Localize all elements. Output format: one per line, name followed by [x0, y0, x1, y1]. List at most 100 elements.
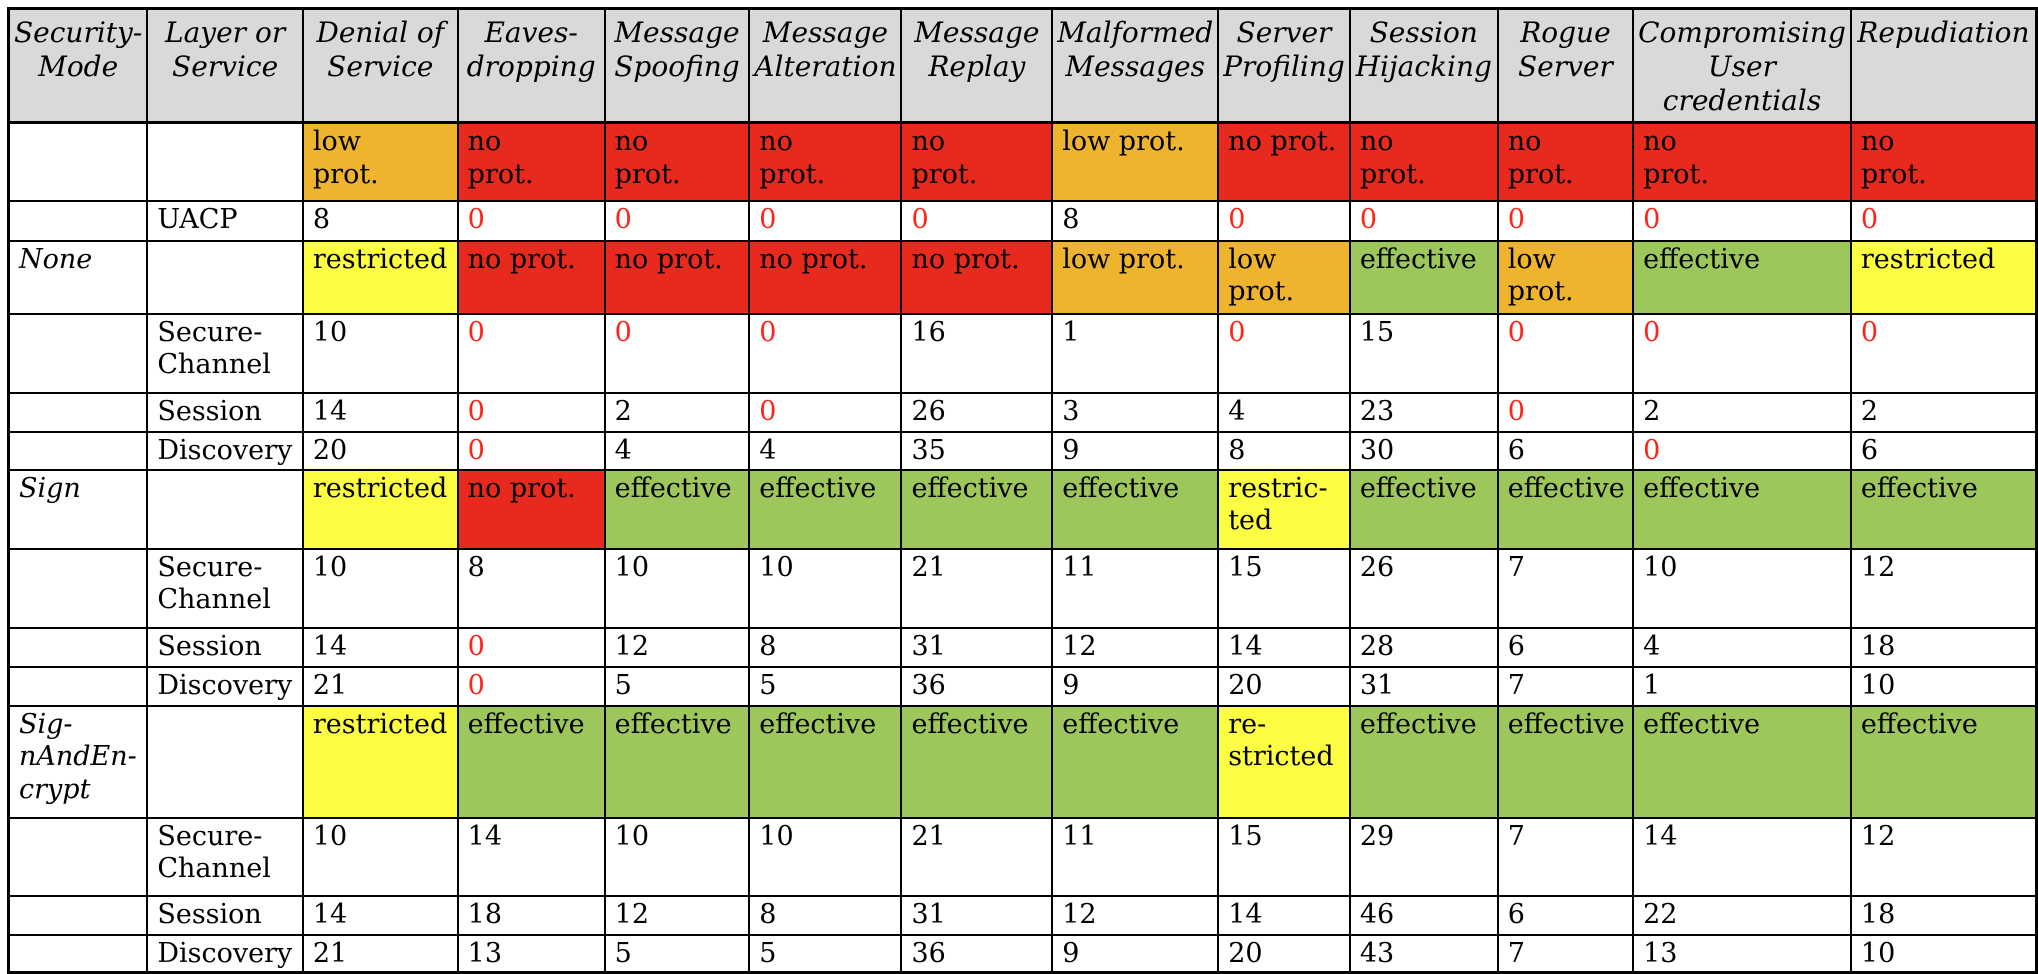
value-cell: 31 [1348, 665, 1499, 707]
value-cell: 12 [603, 894, 751, 936]
value-cell: 2 [1632, 391, 1852, 433]
value-cell: 30 [1348, 430, 1499, 471]
table-row: Discovery 21 13 5 5 36 9 20 43 7 13 10 [7, 933, 2038, 974]
column-header: Message Spoofing [603, 7, 751, 124]
rating-cell: restricted [301, 468, 459, 550]
rating-cell: effective [748, 468, 903, 550]
rating-cell: no prot. [748, 121, 903, 202]
layer-cell: Session [146, 894, 304, 936]
rating-cell: effective [1348, 239, 1499, 315]
value-cell: 5 [603, 933, 751, 974]
rating-cell: no prot. [603, 121, 751, 202]
column-header: Layer or Service [146, 7, 304, 124]
rating-cell: no prot. [1217, 121, 1351, 202]
layer-cell [146, 468, 304, 550]
table-row: Session 14 18 12 8 31 12 14 46 6 22 18 [7, 894, 2038, 936]
value-cell: 2 [1849, 391, 2038, 433]
table-row: Secure- Channel 10 0 0 0 16 1 0 15 0 0 0 [7, 312, 2038, 394]
layer-cell: Secure- Channel [146, 816, 304, 897]
rating-cell: re- stricted [1217, 704, 1351, 819]
rating-cell: effective [456, 704, 606, 819]
rating-cell: no prot. [456, 239, 606, 315]
value-cell: 0 [456, 391, 606, 433]
rating-cell: no prot. [456, 468, 606, 550]
rating-cell: no prot. [1348, 121, 1499, 202]
value-cell: 1 [1632, 665, 1852, 707]
rating-cell: no prot. [1849, 121, 2038, 202]
value-cell: 0 [603, 312, 751, 394]
value-cell: 8 [301, 199, 459, 242]
table-body: low prot. no prot. no prot. no prot. no prot… [7, 121, 2038, 974]
value-cell: 8 [748, 894, 903, 936]
value-cell: 7 [1496, 547, 1635, 629]
value-cell: 10 [1849, 933, 2038, 974]
value-cell: 4 [1217, 391, 1351, 433]
value-cell: 12 [1051, 626, 1220, 668]
value-cell: 10 [1849, 665, 2038, 707]
layer-cell: Session [146, 391, 304, 433]
value-cell: 6 [1849, 430, 2038, 471]
value-cell: 7 [1496, 933, 1635, 974]
rating-cell: low prot. [1051, 239, 1220, 315]
value-cell: 9 [1051, 665, 1220, 707]
rating-cell: no prot. [900, 121, 1054, 202]
value-cell: 10 [301, 312, 459, 394]
column-header: Denial of Service [301, 7, 459, 124]
table-row: Discovery 21 0 5 5 36 9 20 31 7 1 10 [7, 665, 2038, 707]
value-cell: 10 [301, 816, 459, 897]
value-cell: 14 [301, 894, 459, 936]
rating-cell: effective [1051, 468, 1220, 550]
value-cell: 4 [1632, 626, 1852, 668]
value-cell: 4 [748, 430, 903, 471]
value-cell: 9 [1051, 933, 1220, 974]
security-mode-cell: Sign [7, 468, 149, 550]
value-cell: 4 [603, 430, 751, 471]
security-mode-cell [7, 391, 149, 433]
value-cell: 0 [900, 199, 1054, 242]
value-cell: 0 [1632, 312, 1852, 394]
value-cell: 35 [900, 430, 1054, 471]
rating-cell: low prot. [1217, 239, 1351, 315]
value-cell: 7 [1496, 665, 1635, 707]
value-cell: 14 [301, 626, 459, 668]
value-cell: 43 [1348, 933, 1499, 974]
value-cell: 20 [1217, 665, 1351, 707]
table-row: Session 14 0 2 0 26 3 4 23 0 2 2 [7, 391, 2038, 433]
value-cell: 15 [1217, 816, 1351, 897]
value-cell: 3 [1051, 391, 1220, 433]
value-cell: 5 [748, 933, 903, 974]
layer-cell [146, 121, 304, 202]
table-row: UACP 8 0 0 0 0 8 0 0 0 0 0 [7, 199, 2038, 242]
value-cell: 6 [1496, 626, 1635, 668]
value-cell: 18 [456, 894, 606, 936]
table-row: Discovery 20 0 4 4 35 9 8 30 6 0 6 [7, 430, 2038, 471]
security-mode-cell [7, 665, 149, 707]
layer-cell: UACP [146, 199, 304, 242]
column-header: Message Alteration [748, 7, 903, 124]
table-row: Secure- Channel 10 14 10 10 21 11 15 29 7 14 12 [7, 816, 2038, 897]
value-cell: 0 [1849, 199, 2038, 242]
value-cell: 0 [456, 665, 606, 707]
security-mode-cell [7, 816, 149, 897]
layer-cell: Discovery [146, 933, 304, 974]
value-cell: 8 [748, 626, 903, 668]
rating-cell: no prot. [456, 121, 606, 202]
table-row: Secure- Channel 10 8 10 10 21 11 15 26 7 10 12 [7, 547, 2038, 629]
rating-cell: low prot. [1496, 239, 1635, 315]
rating-cell: effective [1348, 468, 1499, 550]
value-cell: 20 [1217, 933, 1351, 974]
layer-cell: Discovery [146, 430, 304, 471]
value-cell: 8 [1217, 430, 1351, 471]
value-cell: 7 [1496, 816, 1635, 897]
rating-cell: no prot. [748, 239, 903, 315]
rating-cell: effective [1496, 468, 1635, 550]
value-cell: 13 [456, 933, 606, 974]
value-cell: 2 [603, 391, 751, 433]
layer-cell: Secure- Channel [146, 312, 304, 394]
security-mode-cell [7, 430, 149, 471]
layer-cell [146, 239, 304, 315]
value-cell: 29 [1348, 816, 1499, 897]
layer-cell: Secure- Channel [146, 547, 304, 629]
rating-cell: effective [1496, 704, 1635, 819]
table-row: Sign restricted no prot. effective effective… [7, 468, 2038, 550]
